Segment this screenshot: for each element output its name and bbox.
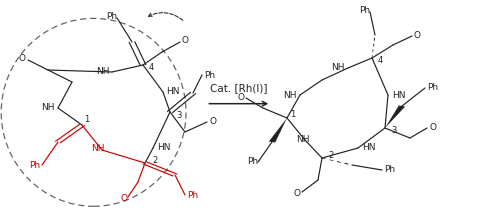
- Text: 1: 1: [84, 115, 89, 124]
- Text: Ph: Ph: [359, 6, 370, 15]
- Text: 4: 4: [149, 63, 154, 72]
- Text: Ph: Ph: [247, 157, 258, 167]
- Text: HN: HN: [362, 143, 375, 152]
- Text: 3: 3: [176, 111, 181, 120]
- Text: O: O: [413, 32, 420, 41]
- Text: NH: NH: [41, 103, 54, 113]
- Text: 2: 2: [152, 156, 157, 165]
- Text: O: O: [238, 94, 245, 103]
- Text: HN: HN: [166, 87, 180, 97]
- Text: O: O: [429, 124, 436, 132]
- Text: O: O: [181, 37, 188, 45]
- Text: HN: HN: [157, 143, 170, 152]
- FancyArrowPatch shape: [148, 13, 183, 20]
- Polygon shape: [385, 105, 405, 128]
- Text: O: O: [209, 118, 216, 127]
- Text: NH: NH: [331, 64, 344, 73]
- Text: Cat. [Rh(I)]: Cat. [Rh(I)]: [210, 84, 267, 94]
- Text: O: O: [294, 189, 300, 198]
- Polygon shape: [269, 118, 287, 142]
- Text: Ph: Ph: [187, 191, 198, 200]
- Text: 1: 1: [290, 110, 295, 119]
- Text: Ph: Ph: [427, 84, 438, 92]
- Text: 2: 2: [328, 151, 333, 160]
- Text: HN: HN: [392, 91, 405, 100]
- Text: O: O: [19, 54, 26, 64]
- Text: NH: NH: [96, 67, 110, 76]
- Text: Ph: Ph: [106, 13, 117, 21]
- Text: NH: NH: [91, 145, 105, 153]
- Text: 3: 3: [391, 126, 396, 135]
- Text: O: O: [120, 194, 128, 203]
- Text: NH: NH: [283, 91, 296, 100]
- Text: Ph: Ph: [29, 160, 40, 170]
- Text: NH: NH: [296, 135, 309, 145]
- Text: 4: 4: [378, 56, 383, 65]
- Text: Ph: Ph: [204, 70, 215, 79]
- Text: Ph: Ph: [384, 165, 395, 175]
